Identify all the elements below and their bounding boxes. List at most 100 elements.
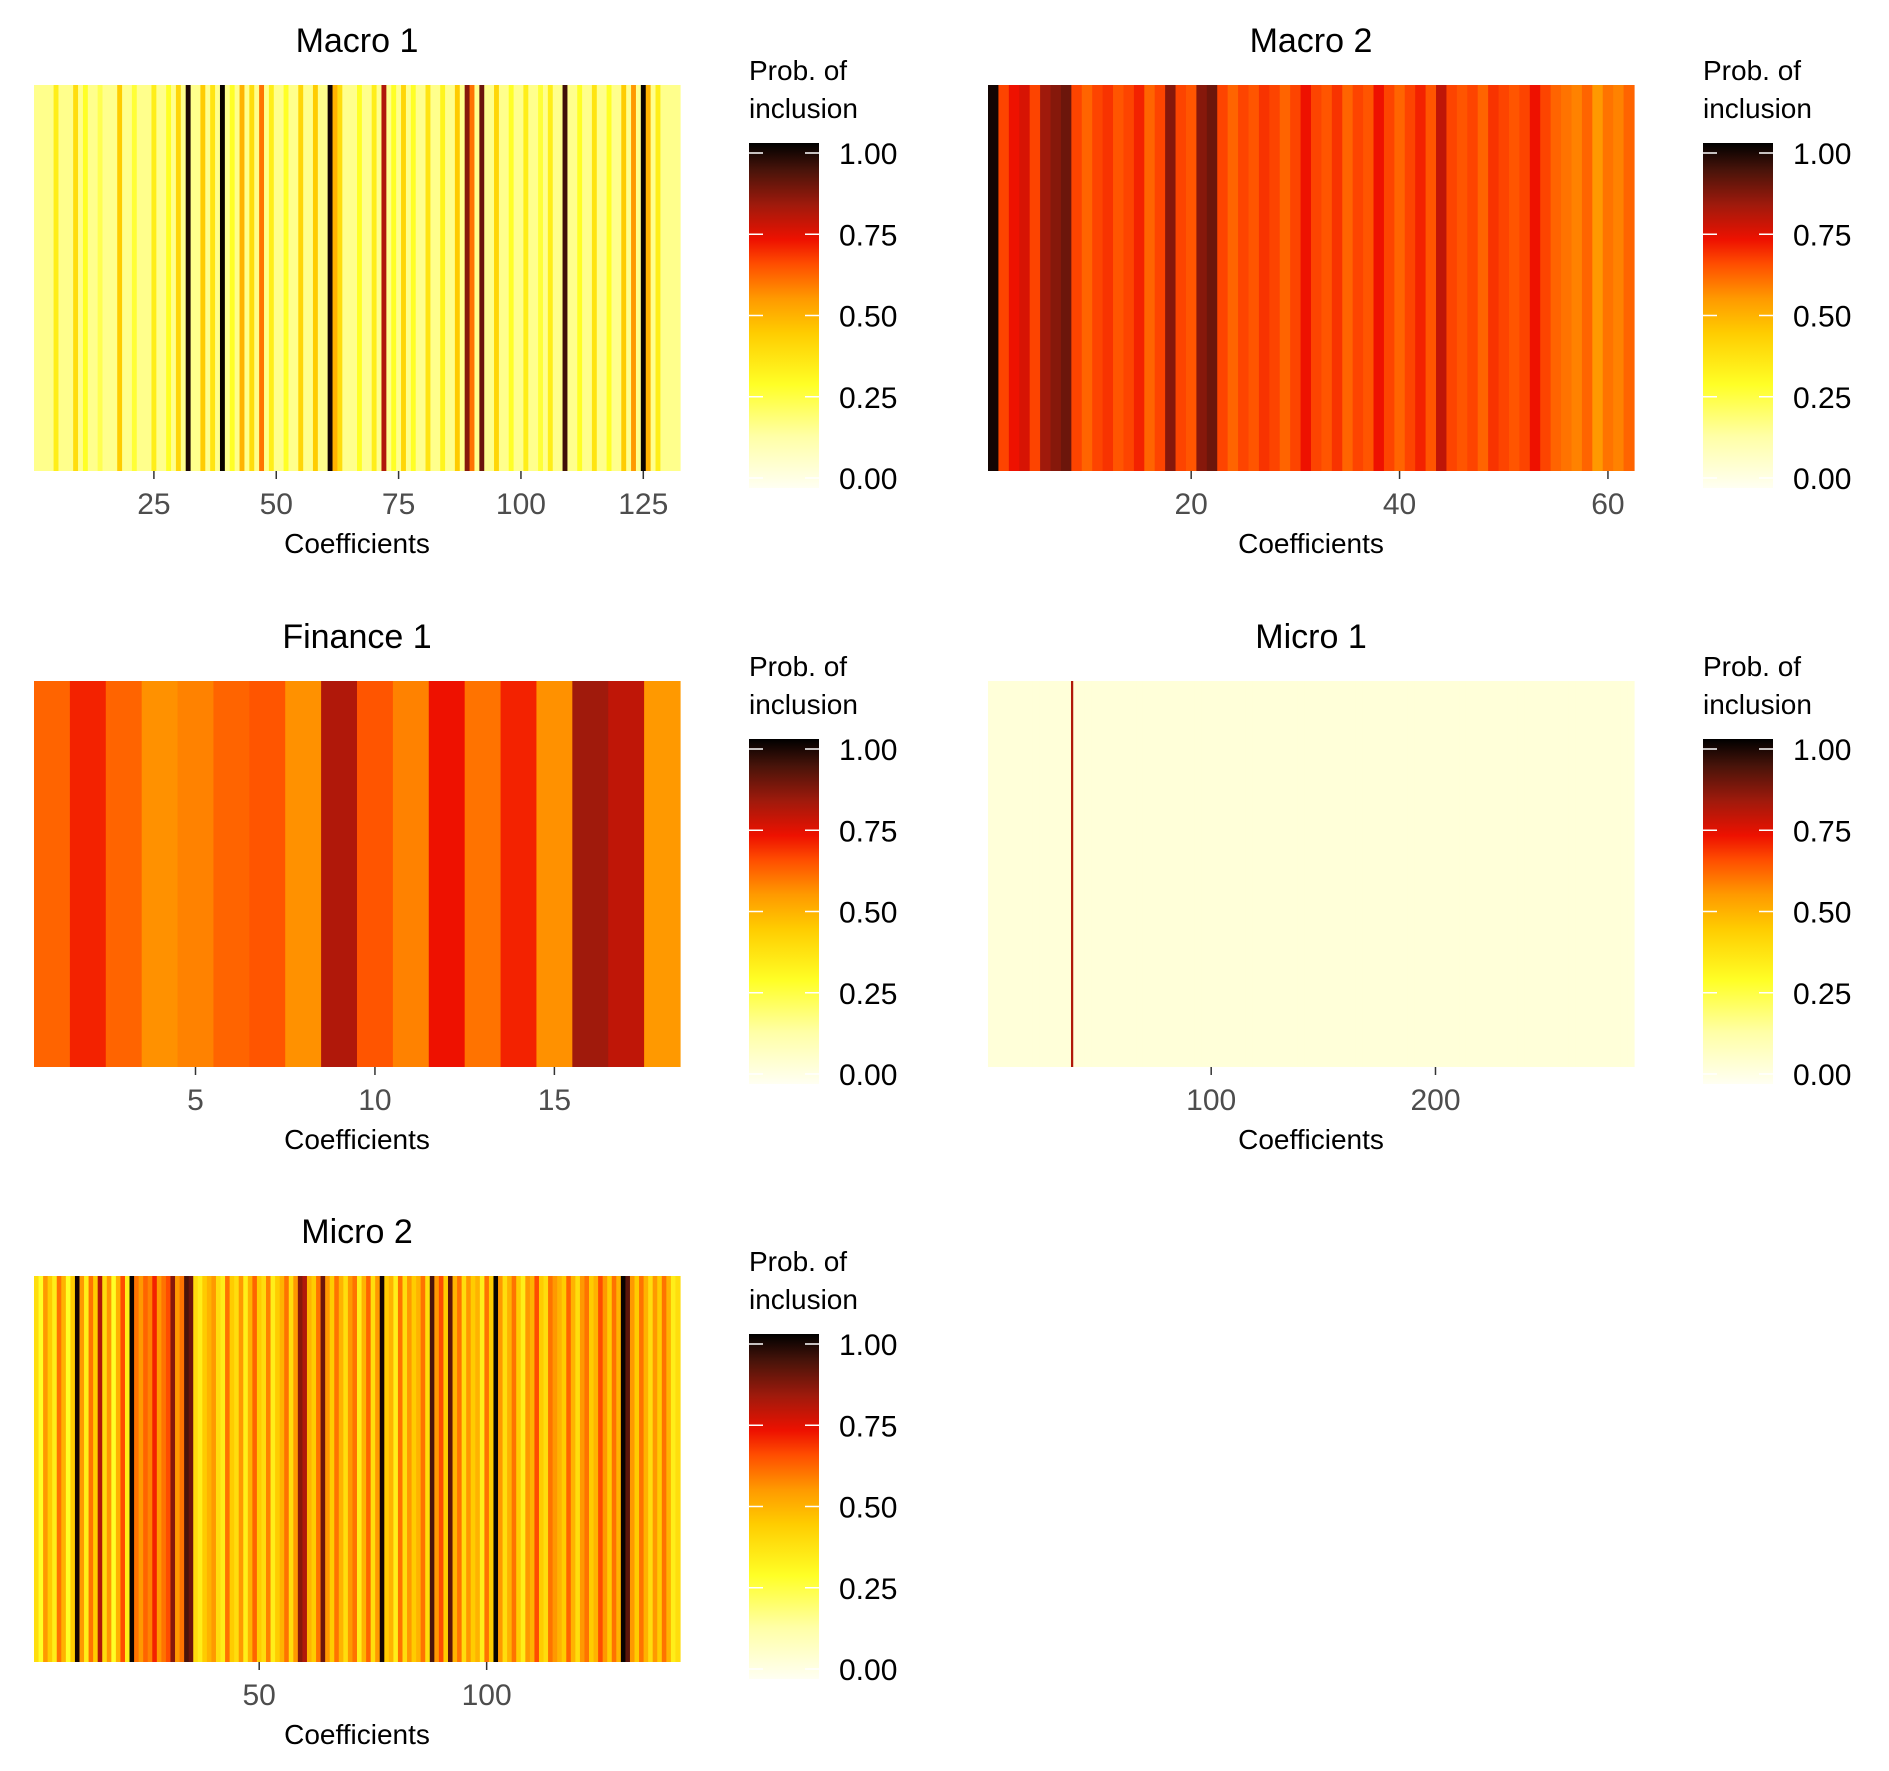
heatmap-cell — [1468, 681, 1471, 1067]
heatmap-cell — [1544, 681, 1548, 1067]
legend: Prob. of inclusion 1.00 0.75 0.50 0.25 0.00 — [749, 55, 897, 496]
heatmap-cell — [1456, 85, 1468, 471]
heatmap-cell — [1261, 681, 1265, 1067]
heatmap-cell — [593, 1276, 599, 1662]
heatmap-cell — [244, 85, 250, 471]
x-tick-label: 100 — [496, 488, 546, 521]
heatmap-cell — [474, 85, 480, 471]
heatmap-cell — [1156, 681, 1160, 1067]
heatmap-cell — [440, 85, 446, 471]
heatmap-cell — [117, 85, 123, 471]
heatmap-cell — [317, 85, 324, 471]
heatmap-cell — [1577, 681, 1581, 1067]
heatmap-cell — [1315, 681, 1319, 1067]
heatmap-cell — [1353, 681, 1357, 1067]
heatmap-cell — [34, 1276, 40, 1662]
heatmap-cell — [650, 85, 657, 471]
heatmap-cell — [1238, 85, 1250, 471]
heatmap-cell — [1501, 681, 1505, 1067]
heatmap-cell — [1113, 85, 1125, 471]
heatmap-cell — [384, 1276, 390, 1662]
heatmap-cell — [1122, 681, 1126, 1067]
heatmap-cell — [56, 1276, 62, 1662]
heatmap-cell — [1382, 681, 1386, 1067]
heatmap-cell — [1618, 681, 1622, 1067]
heatmap-cell — [107, 85, 113, 471]
heatmap-cell — [1519, 85, 1531, 471]
heatmap-cell — [1378, 681, 1382, 1067]
heatmap-cell — [1324, 681, 1328, 1067]
heatmap-cell — [430, 85, 436, 471]
heatmap-cell — [165, 1276, 172, 1662]
heatmap-cell — [1136, 681, 1139, 1067]
heatmap-cell — [1207, 681, 1211, 1067]
heatmap-cell — [500, 681, 538, 1067]
heatmap-cell — [518, 85, 524, 471]
heatmap-cell — [229, 1276, 235, 1662]
heatmap-cell — [371, 85, 378, 471]
heatmap-cell — [1537, 681, 1541, 1067]
heatmap-cell — [538, 1276, 545, 1662]
heatmap-cell — [640, 85, 647, 471]
heatmap-cell — [1429, 681, 1433, 1067]
heatmap-cell — [607, 1276, 613, 1662]
x-tick-label: 60 — [1591, 488, 1624, 521]
heatmap-cell — [577, 85, 583, 471]
heatmap-cell — [1028, 681, 1032, 1067]
heatmap-cell — [205, 85, 211, 471]
heatmap-cell — [572, 681, 609, 1067]
heatmap-cell — [106, 1276, 112, 1662]
colorbar-tick-label: 0.00 — [1793, 1059, 1851, 1092]
heatmap-cell — [1581, 85, 1593, 471]
heatmap-cell — [122, 85, 128, 471]
heatmap-cell — [202, 1276, 208, 1662]
legend-title-line1: Prob. of — [749, 651, 847, 682]
heatmap-cell — [1248, 85, 1260, 471]
heatmap-cell — [1279, 85, 1291, 471]
heatmap-cell — [357, 1276, 363, 1662]
heatmap-cell — [598, 1276, 604, 1662]
heatmap-cell — [386, 85, 392, 471]
heatmap-cell — [1542, 681, 1545, 1067]
heatmap-cell — [285, 681, 322, 1067]
panel-micro-1: Micro 1 100 200 Coefficients Prob. of inc… — [988, 618, 1851, 1155]
heatmap-cell — [1479, 681, 1483, 1067]
heatmap-cell — [79, 1276, 85, 1662]
heatmap-cell — [1154, 85, 1166, 471]
heatmap-cell — [1524, 681, 1527, 1067]
heatmap-cell — [1131, 681, 1135, 1067]
x-axis-label: Coefficients — [284, 1719, 430, 1750]
heatmap-cell — [652, 1276, 658, 1662]
heatmap-cell — [1415, 85, 1427, 471]
heatmap-cell — [302, 1276, 308, 1662]
x-axis-label: Coefficients — [284, 528, 430, 559]
heatmap-cell — [1254, 681, 1258, 1067]
heatmap-cell — [185, 85, 192, 471]
heatmap-cell — [1169, 681, 1173, 1067]
heatmap-cell — [134, 1276, 140, 1662]
heatmap-cell — [543, 1276, 549, 1662]
heatmap-cell — [175, 85, 182, 471]
x-axis-ticks: 100 200 — [1186, 1067, 1461, 1117]
heatmap-cell — [1266, 681, 1269, 1067]
heatmap-cell — [156, 85, 162, 471]
heatmap-cell — [1008, 85, 1020, 471]
heatmap-cell — [1133, 681, 1137, 1067]
heatmap-cell — [1160, 681, 1164, 1067]
heatmap-plot-area — [34, 1276, 681, 1662]
heatmap-cell — [1414, 681, 1418, 1067]
heatmap-cell — [435, 85, 441, 471]
heatmap-cell — [1120, 681, 1124, 1067]
heatmap-cell — [1046, 681, 1050, 1067]
heatmap-cell — [503, 85, 510, 471]
heatmap-cell — [388, 1276, 394, 1662]
heatmap-cell — [1476, 681, 1480, 1067]
heatmap-cell — [484, 1276, 490, 1662]
heatmap-cell — [1591, 681, 1595, 1067]
heatmap-cell — [1123, 85, 1135, 471]
x-axis-ticks: 25 50 75 100 125 — [137, 471, 668, 521]
heatmap-cell — [447, 1276, 454, 1662]
heatmap-cell — [1257, 681, 1261, 1067]
heatmap-cell — [1185, 681, 1189, 1067]
